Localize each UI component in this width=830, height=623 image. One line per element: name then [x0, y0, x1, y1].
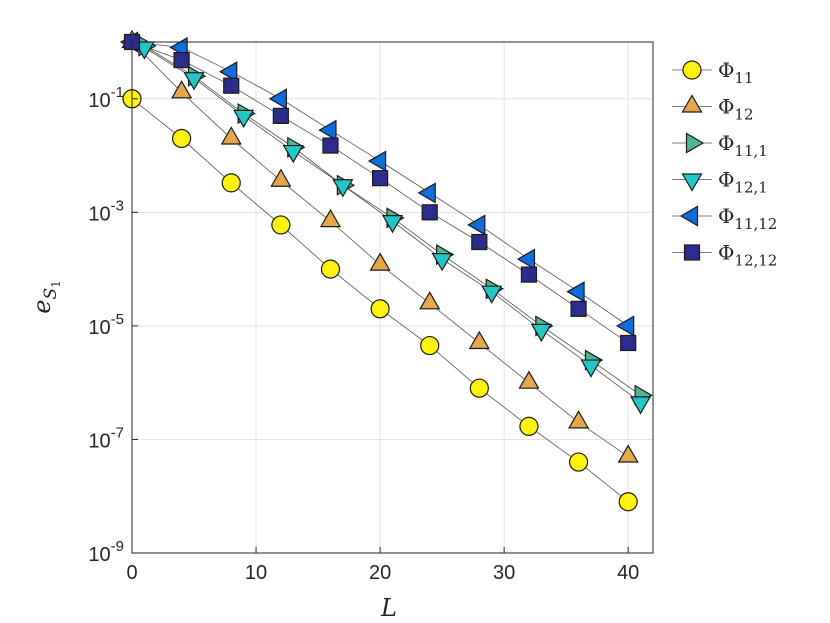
legend-entry: Φ12,1 — [718, 168, 768, 197]
data-point-12-12 — [322, 137, 339, 154]
data-point-11-12 — [615, 315, 635, 337]
legend-marker — [685, 132, 705, 154]
y-axis-ticks: 10-1 10-3 10-5 10-7 10-9 — [88, 84, 138, 566]
x-axis-title: L — [380, 594, 397, 622]
legend-entry: Φ11,12 — [718, 204, 777, 233]
data-point-12-12 — [272, 107, 289, 124]
x-tick-label: 30 — [493, 562, 515, 584]
y-axis-title: eS1 — [28, 280, 63, 314]
data-point-11-12 — [417, 182, 436, 204]
data-point-11 — [469, 378, 489, 398]
legend-entry: Φ12,12 — [718, 241, 777, 270]
legend-marker — [679, 205, 699, 227]
data-point-11 — [420, 335, 440, 356]
data-point-11-12 — [268, 88, 287, 110]
data-point-12 — [171, 80, 193, 99]
data-point-11-12 — [467, 214, 486, 236]
data-point-12 — [220, 126, 242, 145]
plot-frame — [131, 41, 654, 554]
data-point-12-12 — [620, 334, 637, 352]
y-tick-label: 10-1 — [88, 84, 124, 112]
legend-entry: Φ12 — [718, 95, 754, 124]
data-point-12-12 — [471, 233, 488, 251]
data-point-12-12 — [421, 204, 438, 221]
data-point-11 — [618, 492, 638, 512]
x-tick-label: 10 — [245, 562, 267, 584]
data-point-12-12 — [570, 300, 587, 317]
data-point-12-12 — [371, 170, 389, 187]
y-axis-title-text: eS1 — [28, 280, 63, 314]
x-tick-label: 20 — [369, 562, 391, 584]
data-point-12 — [270, 168, 292, 187]
data-point-12-1 — [580, 359, 602, 378]
data-point-12-1 — [282, 144, 304, 164]
data-point-12-1 — [530, 323, 552, 343]
data-point-12-1 — [431, 253, 453, 272]
data-point-11-12 — [516, 248, 536, 270]
legend-marker — [681, 94, 703, 113]
data-point-11 — [320, 259, 341, 279]
y-tick-label: 10-3 — [88, 197, 124, 225]
data-point-11 — [271, 215, 291, 235]
legend-marker — [681, 173, 703, 192]
x-tick-label: 40 — [617, 562, 639, 584]
data-point-12-1 — [183, 72, 205, 91]
series-markers — [119, 29, 653, 512]
data-point-11-12 — [219, 61, 238, 83]
data-point-11 — [568, 452, 589, 472]
data-point-12-1 — [481, 285, 503, 304]
y-tick-label: 10-7 — [88, 424, 124, 452]
data-point-12-1 — [233, 109, 255, 129]
data-point-12 — [518, 370, 540, 389]
data-point-12 — [568, 410, 590, 429]
legend-marker — [683, 244, 701, 261]
data-point-12-12 — [173, 51, 190, 69]
data-point-12-1 — [332, 179, 354, 198]
legend-entry: Φ11,1 — [718, 131, 768, 160]
data-point-12-12 — [520, 266, 538, 283]
data-point-12 — [419, 291, 441, 310]
y-tick-label: 10-5 — [88, 311, 124, 339]
data-point-12 — [319, 208, 342, 228]
data-point-11 — [172, 128, 192, 149]
data-point-11 — [221, 173, 241, 193]
data-point-12 — [617, 444, 639, 463]
data-point-12 — [369, 252, 391, 271]
x-tick-label: 0 — [126, 562, 137, 584]
data-point-11 — [519, 416, 539, 436]
data-point-11-12 — [367, 150, 387, 172]
data-point-11-12 — [566, 281, 585, 303]
data-point-12 — [468, 330, 490, 350]
legend-marker — [682, 60, 702, 80]
data-point-12-1 — [630, 396, 652, 415]
x-axis-ticks: 0 10 20 30 40 — [126, 547, 639, 584]
data-point-11-12 — [318, 119, 337, 141]
data-point-12-1 — [381, 215, 404, 234]
data-point-11 — [370, 299, 390, 319]
y-tick-label: 10-9 — [88, 538, 124, 566]
legend: Φ11 Φ12 Φ11,1 Φ12,1 Φ11,12 Φ12,12 — [672, 58, 777, 270]
data-point-12-12 — [223, 77, 240, 94]
legend-entry: Φ11 — [718, 58, 754, 87]
